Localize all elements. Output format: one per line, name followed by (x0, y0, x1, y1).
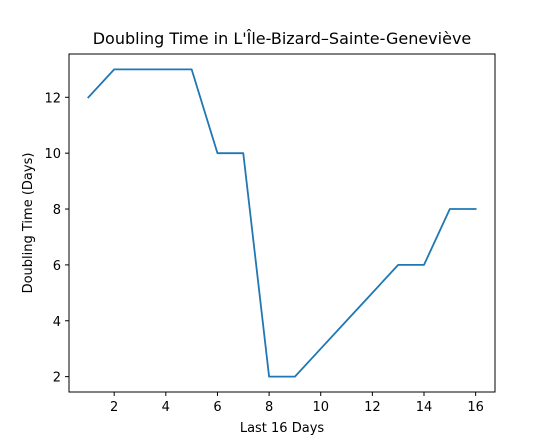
y-tick-label: 2 (53, 371, 61, 386)
plot-frame (68, 53, 496, 393)
y-tick-label: 6 (53, 259, 61, 274)
x-tick-label: 14 (416, 400, 433, 415)
x-tick-label: 16 (467, 400, 484, 415)
plot-area: 2 4 6 8 10 12 14 16 2 4 6 8 10 12 (44, 53, 496, 415)
x-tick-label: 2 (110, 400, 118, 415)
y-tick-label: 8 (53, 203, 61, 218)
x-tick-label: 12 (364, 400, 381, 415)
x-tick-label: 4 (162, 400, 170, 415)
chart-title: Doubling Time in L'Île-Bizard–Sainte-Gen… (93, 29, 472, 48)
x-axis-label: Last 16 Days (240, 421, 325, 436)
y-tick-label: 10 (44, 147, 61, 162)
x-tick-label: 10 (312, 400, 329, 415)
x-tick-label: 8 (265, 400, 273, 415)
y-axis-label: Doubling Time (Days) (21, 153, 36, 294)
y-tick-label: 4 (53, 315, 61, 330)
y-tick-label: 12 (44, 91, 61, 106)
series-line-0 (87, 68, 477, 378)
x-tick-label: 6 (213, 400, 221, 415)
